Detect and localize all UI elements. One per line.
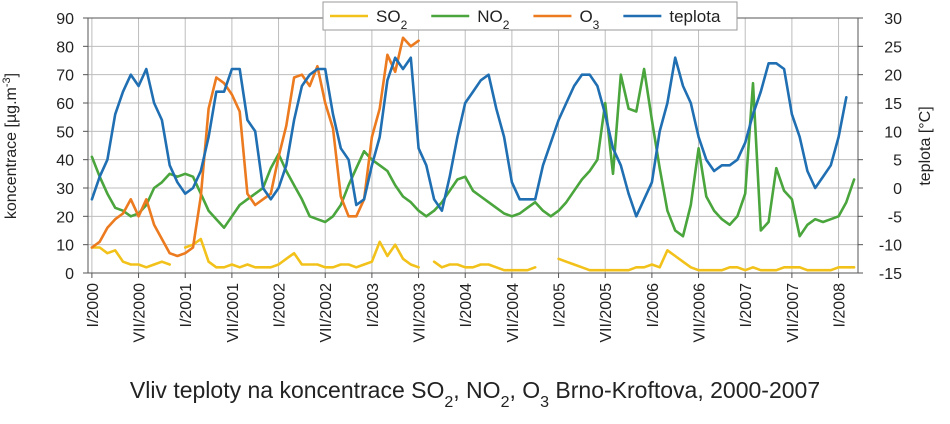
right-tick-label: 20 xyxy=(884,68,902,85)
right-axis-ticks: -15 -10 -5 0 5 10 15 20 25 30 xyxy=(858,11,902,283)
legend-box xyxy=(322,1,738,31)
legend-label-so2: SO2 xyxy=(376,7,408,32)
x-tick-label: I/2005 xyxy=(552,283,569,328)
right-tick-label: 10 xyxy=(884,124,902,141)
x-tick-label: I/2001 xyxy=(178,283,195,328)
left-tick-label: 70 xyxy=(56,68,74,85)
series-lines xyxy=(90,36,870,270)
x-tick-label: I/2006 xyxy=(645,283,662,328)
legend-label-o3: O3 xyxy=(579,7,599,32)
legend-label-teplota: teplota xyxy=(669,7,721,26)
x-tick-label: I/2007 xyxy=(738,283,755,328)
x-tick-label: VII/2001 xyxy=(225,283,242,343)
x-tick-label: VII/2007 xyxy=(785,283,802,343)
right-tick-label: 5 xyxy=(893,153,902,170)
x-tick-label: I/2002 xyxy=(272,283,289,328)
x-tick-label: I/2008 xyxy=(832,283,849,328)
left-tick-label: 40 xyxy=(56,153,74,170)
x-tick-label: I/2003 xyxy=(365,283,382,328)
x-tick-label: VII/2002 xyxy=(318,283,335,343)
right-tick-label: -5 xyxy=(888,209,902,226)
right-tick-label: 0 xyxy=(893,181,902,198)
x-tick-label: I/2000 xyxy=(85,283,102,328)
legend-label-no2: NO2 xyxy=(477,7,510,32)
x-tick-label: VII/2004 xyxy=(505,283,522,343)
right-tick-label: -15 xyxy=(879,266,902,283)
x-tick-label: VII/2005 xyxy=(598,283,615,343)
left-axis-ticks: 0 10 20 30 40 50 60 70 80 90 xyxy=(56,11,88,283)
left-axis-title: koncentrace [µg.m-3] xyxy=(1,73,20,219)
left-tick-label: 10 xyxy=(56,238,74,255)
right-tick-label: -10 xyxy=(879,238,902,255)
x-tick-label: VII/2006 xyxy=(692,283,709,343)
right-tick-label: 25 xyxy=(884,39,902,56)
left-tick-label: 80 xyxy=(56,39,74,56)
left-tick-label: 90 xyxy=(56,11,74,28)
legend: SO2 NO2 O3 teplota xyxy=(322,1,738,32)
x-tick-label: VII/2000 xyxy=(132,283,149,343)
left-tick-label: 0 xyxy=(65,266,74,283)
chart-caption: Vliv teploty na koncentrace SO2, NO2, O3… xyxy=(130,377,820,411)
left-tick-label: 30 xyxy=(56,181,74,198)
x-tick-label: VII/2003 xyxy=(412,283,429,343)
x-axis-ticks: I/2000 VII/2000 I/2001 VII/2001 I/2002 VII/20… xyxy=(85,273,849,343)
left-tick-label: 60 xyxy=(56,96,74,113)
right-tick-label: 15 xyxy=(884,96,902,113)
series-line-o3 xyxy=(90,36,420,258)
right-tick-label: 30 xyxy=(884,11,902,28)
x-tick-label: I/2004 xyxy=(458,283,475,328)
series-line-so2 xyxy=(92,239,870,270)
left-tick-label: 50 xyxy=(56,124,74,141)
right-axis-title: teplota [°C] xyxy=(917,106,934,185)
series-line-teplota xyxy=(90,56,848,218)
series-line-no2 xyxy=(90,67,856,238)
left-tick-label: 20 xyxy=(56,209,74,226)
